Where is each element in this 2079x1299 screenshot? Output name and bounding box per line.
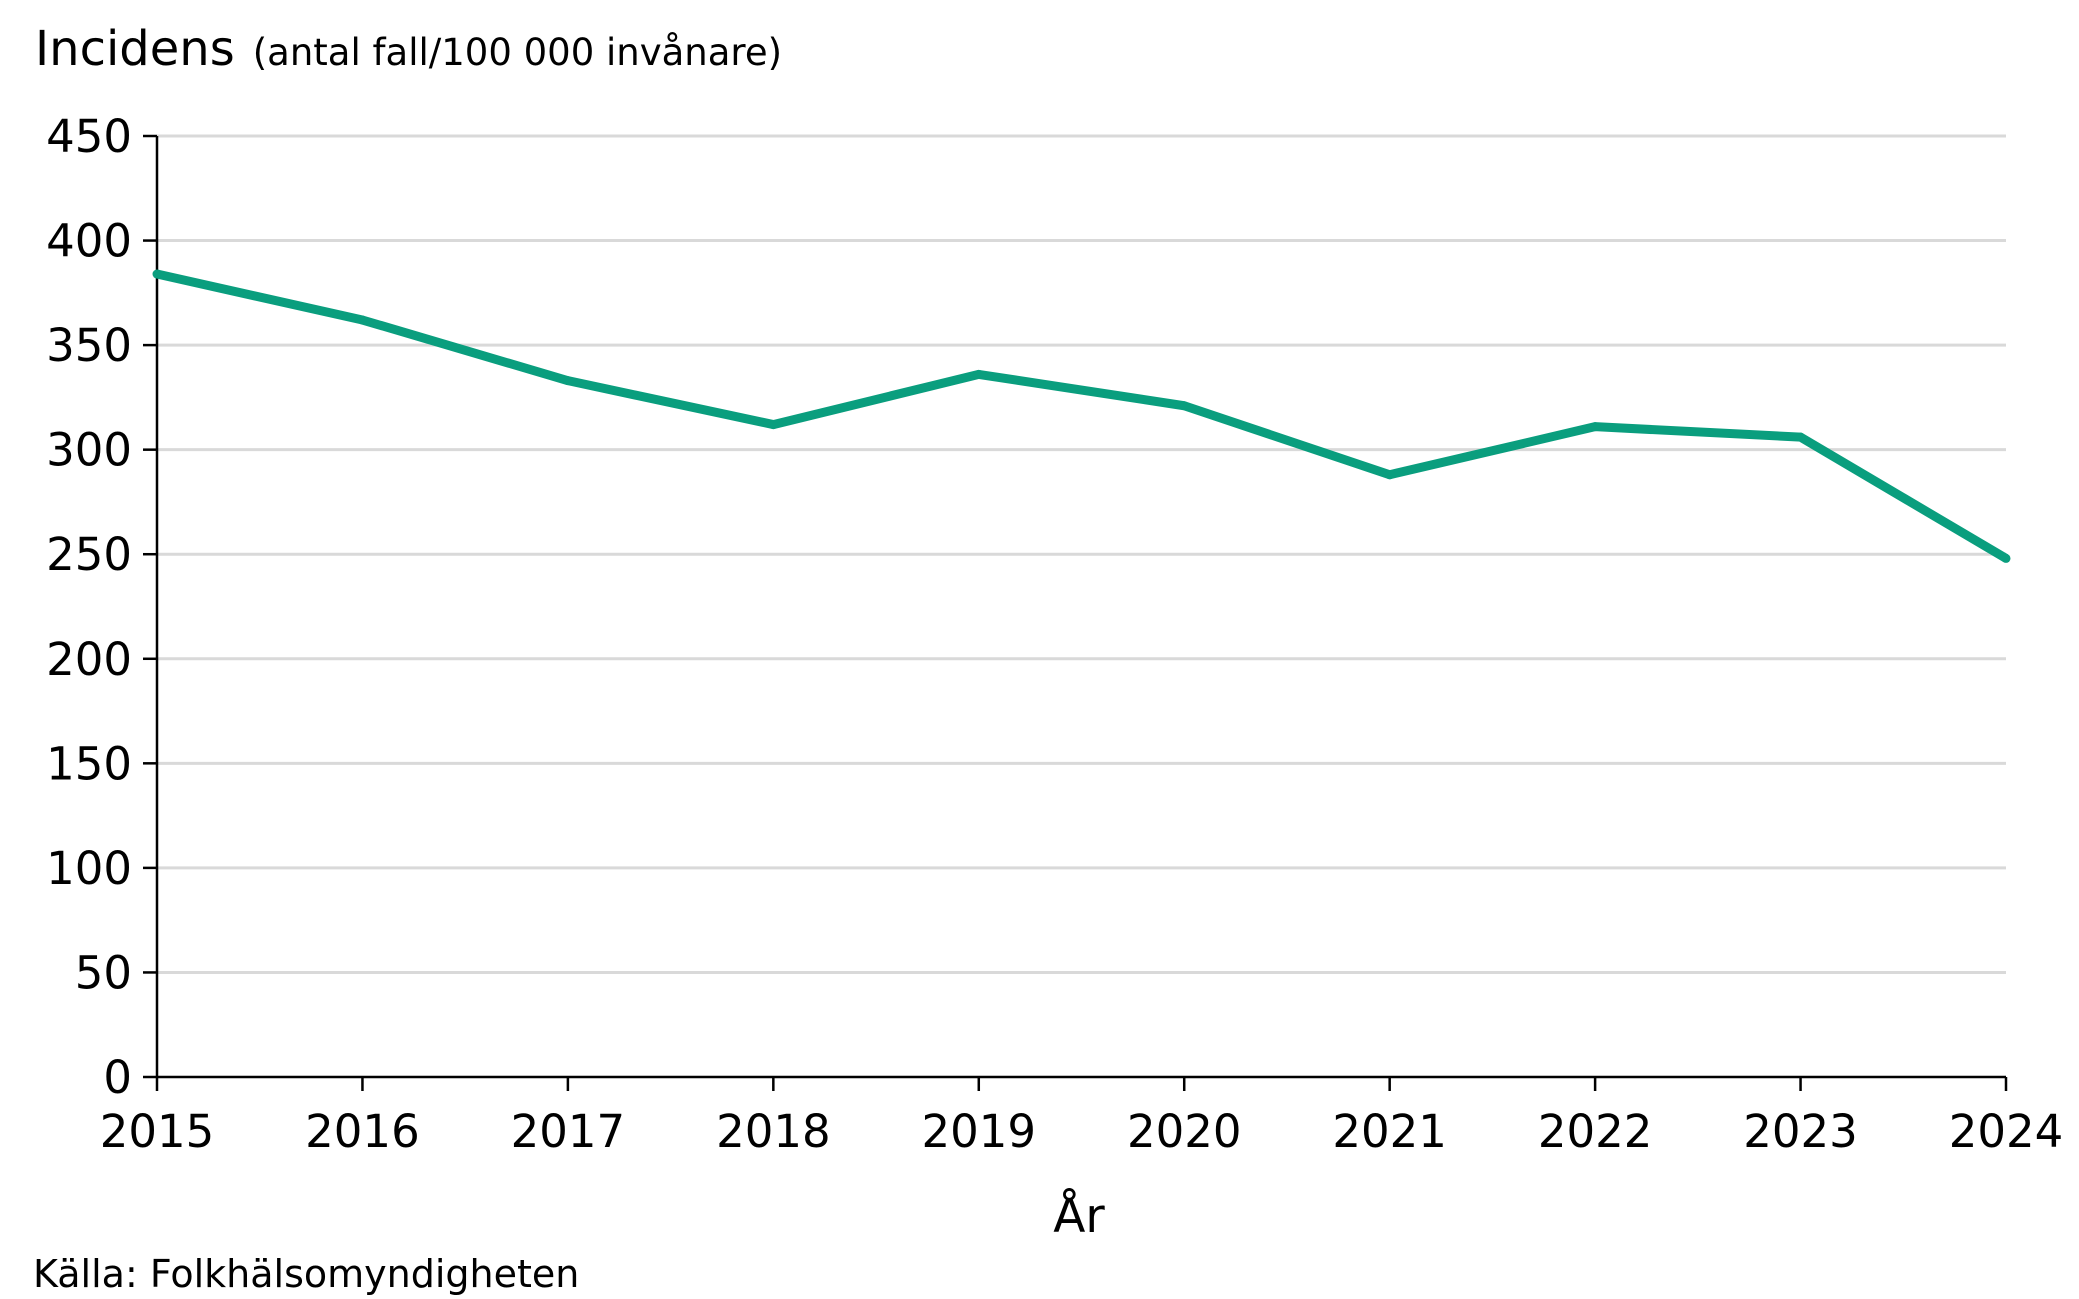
x-tick-label-2023: 2023 [1743, 1105, 1858, 1158]
y-tick-label-150: 150 [46, 737, 132, 790]
data-point-2017 [563, 376, 573, 386]
x-tick-label-2015: 2015 [100, 1105, 215, 1158]
x-tick-label-2018: 2018 [716, 1105, 831, 1158]
data-point-2020 [1179, 401, 1189, 411]
x-tick-label-2021: 2021 [1332, 1105, 1447, 1158]
data-point-2019 [974, 369, 984, 379]
y-tick-label-450: 450 [46, 110, 132, 163]
y-tick-label-0: 0 [103, 1051, 132, 1104]
y-tick-label-350: 350 [46, 319, 132, 372]
x-tick-label-2019: 2019 [922, 1105, 1037, 1158]
data-point-2023 [1796, 432, 1806, 442]
axes: 0 50 100 150 200 250 300 350 400 450 2015 2016 2017 2… [46, 110, 2063, 1158]
y-tick-label-300: 300 [46, 424, 132, 477]
data-point-2018 [768, 420, 778, 430]
data-point-2024 [2001, 553, 2011, 563]
x-tick-label-2022: 2022 [1538, 1105, 1653, 1158]
y-tick-label-50: 50 [75, 946, 132, 999]
x-tick-label-2024: 2024 [1949, 1105, 2064, 1158]
x-tick-label-2016: 2016 [305, 1105, 420, 1158]
y-tick-label-200: 200 [46, 633, 132, 686]
gridlines [157, 134, 2006, 974]
data-point-2016 [357, 315, 367, 325]
x-axis-label: År [1053, 1189, 1105, 1244]
data-point-2022 [1590, 422, 1600, 432]
y-tick-label-250: 250 [46, 528, 132, 581]
chart-title-main: Incidens [35, 21, 235, 77]
chart-title: Incidens (antal fall/100 000 invånare) [35, 21, 782, 77]
y-tick-label-100: 100 [46, 842, 132, 895]
chart-title-unit: (antal fall/100 000 invånare) [253, 31, 782, 74]
data-point-2015 [152, 269, 162, 279]
x-tick-label-2020: 2020 [1127, 1105, 1242, 1158]
y-tick-label-400: 400 [46, 215, 132, 268]
source-note: Källa: Folkhälsomyndigheten [33, 1252, 579, 1296]
series-layer [152, 269, 2011, 563]
x-tick-label-2017: 2017 [511, 1105, 626, 1158]
data-point-2021 [1385, 470, 1395, 480]
series-line-0 [156, 269, 2009, 563]
